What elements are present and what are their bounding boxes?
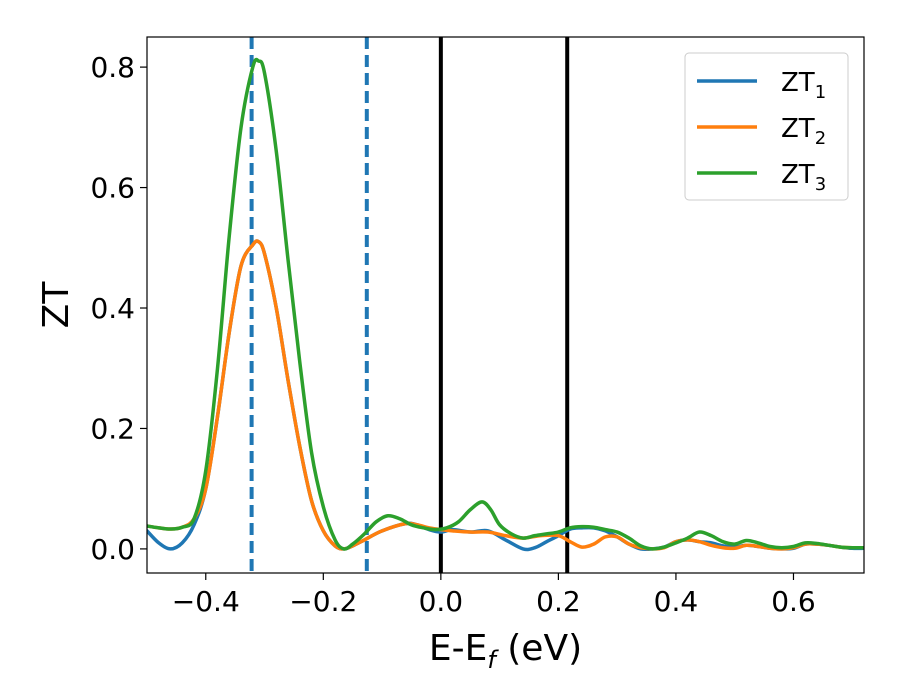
y-tick-label: 0.2 xyxy=(90,412,135,445)
x-tick-label: 0.6 xyxy=(771,585,816,618)
legend: ZT1 ZT2 ZT3 xyxy=(684,52,849,201)
legend-label-zt3: ZT3 xyxy=(781,160,826,195)
legend-label-zt1: ZT1 xyxy=(781,68,826,103)
y-tick-label: 0.4 xyxy=(90,292,135,325)
legend-box xyxy=(684,52,849,201)
y-axis-ticks: 0.0 0.2 0.4 0.6 0.8 xyxy=(90,51,147,566)
x-tick-label: 0.0 xyxy=(419,585,464,618)
x-tick-label: −0.4 xyxy=(172,585,240,618)
series-lines xyxy=(147,57,864,552)
vertical-marker-lines xyxy=(249,37,570,573)
y-axis-label: ZT xyxy=(36,281,77,329)
x-axis-label-main: E-E xyxy=(429,628,487,669)
x-axis-label: E-Ef (eV) xyxy=(429,628,582,674)
y-tick-label: 0.6 xyxy=(90,172,135,205)
y-tick-label: 0.8 xyxy=(90,51,135,84)
x-axis-label-unit: (eV) xyxy=(496,628,582,669)
x-tick-label: 0.4 xyxy=(654,585,699,618)
plot-frame xyxy=(146,36,865,574)
series-line-zt3 xyxy=(147,57,864,551)
x-tick-label: 0.2 xyxy=(536,585,581,618)
y-tick-label: 0.0 xyxy=(90,533,135,566)
legend-label-zt2: ZT2 xyxy=(781,114,826,149)
x-tick-label: −0.2 xyxy=(289,585,357,618)
series-line-zt2 xyxy=(147,239,864,551)
series-line-zt1 xyxy=(147,239,864,552)
x-axis-ticks: −0.4 −0.2 0.0 0.2 0.4 0.6 xyxy=(172,573,816,618)
